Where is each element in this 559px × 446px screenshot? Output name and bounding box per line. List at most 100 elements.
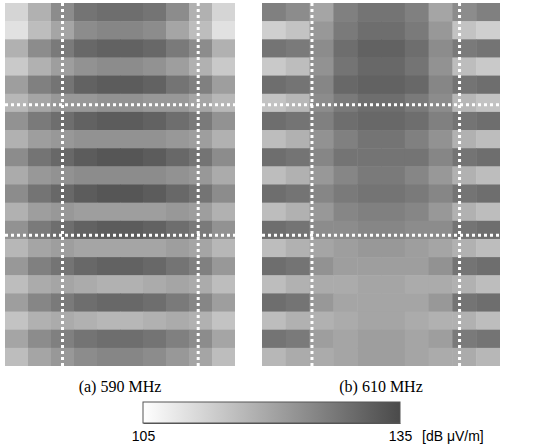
heatmap-cell: [262, 239, 286, 258]
heatmap-cell: [212, 185, 235, 204]
heatmap-cell: [381, 330, 405, 349]
heatmap-cell: [262, 312, 286, 331]
heatmap-cell: [310, 112, 334, 131]
heatmap-cell: [143, 3, 167, 22]
colorbar-tick: 135: [389, 423, 413, 444]
heatmap-cell: [74, 130, 98, 149]
heatmap-cell: [429, 185, 453, 204]
heatmap-cell: [166, 39, 190, 58]
heatmap-cell: [28, 330, 52, 349]
heatmap-cell: [51, 239, 75, 258]
heatmap-cell: [28, 166, 52, 185]
heatmap-cell: [74, 166, 98, 185]
heatmap-cell: [310, 57, 334, 76]
heatmap-cell: [74, 239, 98, 258]
heatmap-cell: [405, 3, 429, 22]
heatmap-cell: [212, 130, 235, 149]
heatmap-cell: [51, 185, 75, 204]
heatmap-cell: [286, 348, 310, 366]
heatmap-cell: [476, 185, 500, 204]
divider-line: [61, 3, 64, 366]
heatmap-cell: [189, 330, 213, 349]
heatmap-cell: [5, 312, 29, 331]
heatmap-cell: [5, 330, 29, 349]
heatmap-cell: [120, 94, 144, 113]
heatmap-cell: [5, 39, 29, 58]
heatmap-cell: [452, 348, 476, 366]
heatmap-cell: [476, 275, 500, 294]
heatmap-cell: [262, 112, 286, 131]
heatmap-cell: [74, 312, 98, 331]
heatmap-cell: [28, 148, 52, 167]
heatmap-cell: [429, 257, 453, 276]
heatmap-cell: [143, 275, 167, 294]
heatmap-cell: [357, 148, 381, 167]
heatmap-cell: [262, 3, 286, 22]
heatmap-cell: [333, 203, 357, 222]
heatmap-cell: [476, 257, 500, 276]
heatmap-cell: [143, 39, 167, 58]
heatmap-cell: [452, 112, 476, 131]
heatmap-cell: [286, 39, 310, 58]
heatmap-cell: [212, 275, 235, 294]
heatmap-cell: [405, 185, 429, 204]
heatmap-cell: [74, 330, 98, 349]
heatmap-cell: [166, 94, 190, 113]
figure: (a) 590 MHz(b) 610 MHz105135[dB μV/m]: [0, 0, 559, 446]
heatmap-cell: [262, 148, 286, 167]
heatmap-cell: [357, 312, 381, 331]
heatmap-cell: [405, 293, 429, 312]
heatmap-cell: [262, 257, 286, 276]
heatmap-cell: [120, 57, 144, 76]
heatmap-cell: [5, 348, 29, 366]
heatmap-cell: [429, 94, 453, 113]
heatmap-cell: [429, 348, 453, 366]
heatmap-cell: [51, 130, 75, 149]
heatmap-cell: [357, 239, 381, 258]
heatmap-cell: [357, 21, 381, 40]
heatmap-cell: [120, 148, 144, 167]
heatmap-cell: [97, 166, 121, 185]
heatmap-cell: [381, 203, 405, 222]
heatmap-cell: [429, 3, 453, 22]
heatmap-cell: [28, 39, 52, 58]
colorbar-tick-label: 135: [389, 428, 413, 444]
heatmap-cell: [74, 39, 98, 58]
heatmap-cell: [166, 3, 190, 22]
heatmap-cell: [166, 275, 190, 294]
heatmap-cell: [212, 312, 235, 331]
heatmap-cell: [97, 21, 121, 40]
heatmap-cell: [381, 166, 405, 185]
colorbar-tick: 105: [132, 423, 156, 444]
heatmap-cell: [381, 148, 405, 167]
heatmap-cell: [74, 94, 98, 113]
heatmap-cell: [286, 130, 310, 149]
heatmap-cell: [405, 21, 429, 40]
heatmap-cell: [5, 166, 29, 185]
heatmap-cell: [286, 257, 310, 276]
heatmap-cell: [262, 57, 286, 76]
divider-line: [262, 103, 500, 106]
heatmap-cell: [357, 203, 381, 222]
heatmap-cell: [97, 293, 121, 312]
heatmap-cell: [286, 112, 310, 131]
heatmap-cell: [452, 3, 476, 22]
heatmap-cell: [143, 185, 167, 204]
heatmap-cell: [405, 39, 429, 58]
heatmap-cell: [286, 185, 310, 204]
heatmap-cell: [310, 166, 334, 185]
heatmap-cell: [51, 57, 75, 76]
heatmap-cell: [166, 130, 190, 149]
heatmap-cell: [405, 130, 429, 149]
heatmap-cell: [405, 348, 429, 366]
heatmap-cell: [143, 148, 167, 167]
heatmap-cell: [405, 57, 429, 76]
heatmap-cell: [286, 239, 310, 258]
heatmap-cell: [452, 185, 476, 204]
heatmap-cell: [212, 3, 235, 22]
colorbar: [143, 402, 400, 423]
heatmap-cell: [74, 348, 98, 366]
heatmap-cell: [286, 312, 310, 331]
heatmap-cell: [5, 275, 29, 294]
heatmap-cell: [333, 76, 357, 95]
